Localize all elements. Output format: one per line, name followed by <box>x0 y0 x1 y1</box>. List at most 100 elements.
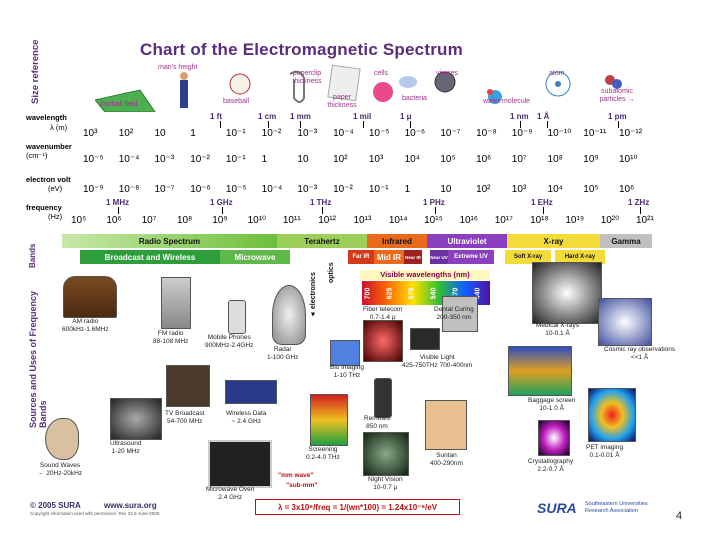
electron-volt-value: 10² <box>476 184 491 195</box>
frequency-value: 10¹⁰ <box>247 215 267 226</box>
wavenumber-label: wavenumber <box>26 142 72 151</box>
source-detail: 400-290nm <box>430 459 463 467</box>
dental-curing-image <box>442 296 478 332</box>
wavenumber-value: 10⁻² <box>190 154 210 165</box>
source-detail: 600kHz-1.6MHz <box>62 325 109 333</box>
ref-bacteria: bacteria <box>402 95 427 102</box>
wavenumber-value: 10⁻³ <box>154 154 175 165</box>
electron-volt-value: 10⁴ <box>547 184 563 195</box>
wavelength-tick <box>300 121 301 128</box>
source-name: Mobile Phones <box>207 334 251 341</box>
wavelength-value: 10⁻⁴ <box>333 128 354 139</box>
frequency-named-label: 1 GHz <box>210 198 233 207</box>
source-item: Cosmic ray observations <<1 Å <box>604 346 675 361</box>
wavelength-value: 10³ <box>83 128 98 139</box>
wavelength-named-label: 1 μ <box>400 112 412 121</box>
bands-label: Bands <box>28 243 37 268</box>
remote-image <box>374 378 392 418</box>
band-near-ir: Near IR <box>404 250 422 264</box>
band-microwave: Microwave <box>220 250 290 264</box>
visible-light-image <box>410 328 440 350</box>
source-item: Night Vision 10-0.7 μ <box>368 476 403 491</box>
ref-paperclip: paperclip thickness <box>292 70 322 85</box>
electron-volt-value: 10⁶ <box>619 184 635 195</box>
baggage-image <box>508 346 572 396</box>
source-detail: 900MHz-2.4GHz <box>205 341 254 349</box>
source-item: Sound Waves ← 20Hz-20kHz <box>38 462 82 477</box>
source-item: Wireless Data ~ 2.4 GHz <box>226 410 266 425</box>
source-detail: ← 20Hz-20kHz <box>38 469 83 477</box>
band-xray: X-ray <box>507 234 600 248</box>
wavelength-named-label: 1 Å <box>537 112 550 121</box>
wavenumber-value: 10⁹ <box>583 154 599 165</box>
source-name: Radar <box>273 346 292 353</box>
source-name: Bio imaging <box>330 364 364 371</box>
wavelength-named-label: 1 ft <box>210 112 222 121</box>
wavelength-value: 10 <box>154 128 166 139</box>
source-detail: 200-350 nm <box>436 313 472 321</box>
frequency-value: 10¹⁴ <box>388 215 408 226</box>
mm-wave-note: "mm wave" <box>278 472 314 479</box>
optics-label: optics <box>328 262 335 283</box>
frequency-value: 10²⁰ <box>600 215 620 226</box>
band-extreme-uv: Extreme UV <box>448 250 494 264</box>
visible-nm-tick-label: 540 <box>430 287 438 300</box>
frequency-label: frequency <box>26 203 62 212</box>
electron-volt-value: 10⁻⁴ <box>261 184 283 195</box>
wavelength-tick <box>410 121 411 128</box>
ref-paper-thickness: paper thickness <box>327 94 357 109</box>
wavelength-value: 10⁻¹⁰ <box>547 128 572 139</box>
wavelength-value: 10⁻⁸ <box>476 128 497 139</box>
xray-hand-image <box>532 262 602 324</box>
frequency-tick <box>543 207 544 214</box>
wavenumber-value: 1 <box>261 154 268 165</box>
frequency-tick <box>118 207 119 214</box>
band-near-uv: Near UV <box>430 250 448 264</box>
ref-football-field: football field <box>100 101 138 108</box>
source-item: Visible Light 425-750THz 700-400nm <box>402 354 472 369</box>
bio-imaging-image <box>330 340 360 366</box>
source-item: PET imaging 0.1-0.01 Å <box>586 444 623 459</box>
wavelength-tick <box>618 121 619 128</box>
source-item: Suntan 400-290nm <box>430 452 463 467</box>
frequency-value: 10¹¹ <box>282 215 301 226</box>
frequency-value: 10⁸ <box>176 215 193 226</box>
wavenumber-value: 10⁶ <box>476 154 492 165</box>
wavenumber-value: 10⁷ <box>511 154 527 165</box>
website[interactable]: www.sura.org <box>104 501 157 510</box>
sub-mm-note: "sub-mm" <box>286 482 318 489</box>
electron-volt-label: electron volt <box>26 175 71 184</box>
source-item: Bio imaging 1-10 THz <box>330 364 364 379</box>
wavelength-tick <box>220 121 221 128</box>
router-image <box>225 380 277 404</box>
frequency-value: 10¹⁷ <box>494 215 513 226</box>
source-detail: 88-108 MHz <box>153 337 189 345</box>
electron-volt-value: 10⁻⁸ <box>118 184 140 195</box>
wavelength-value: 10⁻¹² <box>619 128 643 139</box>
frequency-value: 10⁵ <box>71 215 87 226</box>
frequency-value: 10¹⁹ <box>565 215 585 226</box>
ref-subatomic: subatomic particles → <box>599 88 635 103</box>
source-detail: 0.1-0.01 Å <box>589 451 620 459</box>
frequency-value: 10¹² <box>318 215 336 226</box>
electron-volt-value: 10⁻² <box>333 184 353 195</box>
wavelength-named-label: 1 cm <box>258 112 277 121</box>
source-detail: 10-0.7 μ <box>373 483 398 491</box>
radar-image <box>272 285 306 345</box>
frequency-value: 10⁹ <box>212 215 228 226</box>
source-item: Remotes 850 nm <box>364 415 390 430</box>
org-name: Southeastern Universities Research Assoc… <box>585 501 648 514</box>
electron-volt-unit: (eV) <box>48 184 63 193</box>
wavelength-tick <box>520 121 521 128</box>
band-ultraviolet: Ultraviolet <box>427 234 507 248</box>
source-item: Medical X-rays 10-0.1 Å <box>536 322 579 337</box>
frequency-value: 10¹⁵ <box>424 215 443 226</box>
frequency-named-label: 1 ZHz <box>628 198 650 207</box>
wavelength-named-label: 1 pm <box>608 112 627 121</box>
frequency-value: 10⁶ <box>106 215 122 226</box>
frequency-named-label: 1 PHz <box>423 198 445 207</box>
size-reference-label: Size reference <box>30 39 41 104</box>
sura-logo: SURA <box>537 500 577 516</box>
wavelength-value: 10⁻³ <box>297 128 318 139</box>
electronics-label: ◄ electronics <box>310 272 317 318</box>
